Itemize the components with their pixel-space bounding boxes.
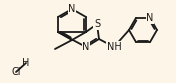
Text: N: N — [82, 42, 90, 52]
Text: N: N — [146, 13, 154, 23]
Text: Cl: Cl — [11, 67, 21, 77]
Text: NH: NH — [107, 42, 121, 52]
Text: S: S — [94, 19, 100, 29]
Text: H: H — [22, 58, 30, 68]
Text: N: N — [68, 4, 76, 14]
